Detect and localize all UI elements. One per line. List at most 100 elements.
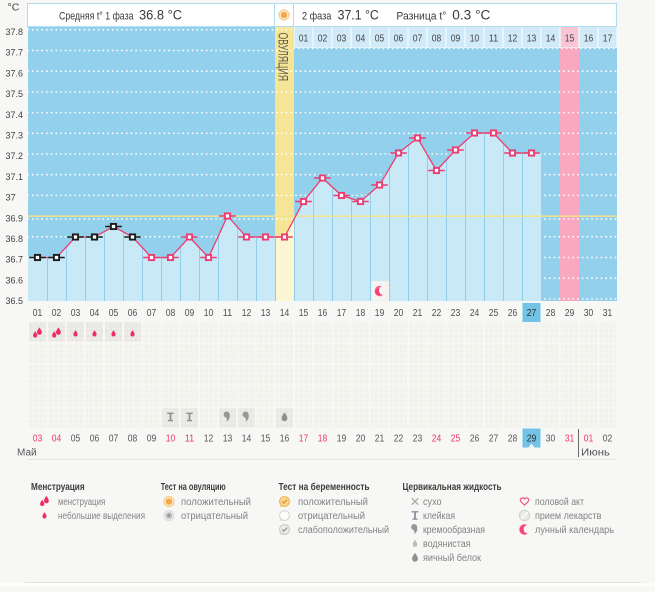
svg-text:07: 07 [413,34,423,45]
svg-text:слабоположительный: слабоположительный [298,524,389,536]
svg-text:13: 13 [223,434,233,445]
svg-text:Тест на овуляцию: Тест на овуляцию [161,482,226,493]
svg-text:сухо: сухо [423,497,442,508]
svg-text:14: 14 [242,434,252,445]
svg-text:20: 20 [394,308,404,319]
svg-text:18: 18 [356,308,366,319]
svg-text:06: 06 [394,34,404,45]
svg-text:12: 12 [204,434,214,445]
svg-text:08: 08 [432,34,442,45]
svg-text:04: 04 [52,434,62,445]
svg-text:03: 03 [71,308,81,319]
svg-text:Средняя t° 1 фаза: Средняя t° 1 фаза [59,11,134,23]
svg-text:02: 02 [52,308,62,319]
svg-text:14: 14 [280,308,290,319]
svg-text:28: 28 [508,434,518,445]
svg-text:яичный белок: яичный белок [423,552,482,564]
svg-text:19: 19 [375,308,385,319]
svg-text:16: 16 [584,34,594,45]
svg-text:Тест на беременность: Тест на беременность [279,481,370,493]
svg-text:02: 02 [318,34,328,45]
svg-text:24: 24 [432,434,442,445]
svg-text:09: 09 [185,308,195,319]
svg-text:10: 10 [204,308,214,319]
svg-text:половой акт: половой акт [535,497,584,508]
svg-text:Цервикальная жидкость: Цервикальная жидкость [403,482,502,493]
svg-text:11: 11 [489,34,499,45]
svg-text:Разница t°: Разница t° [396,11,446,23]
svg-text:09: 09 [147,434,157,445]
svg-text:37.3: 37.3 [6,131,24,142]
svg-text:12: 12 [242,308,252,319]
svg-text:лунный календарь: лунный календарь [535,525,614,536]
svg-text:Менструация: Менструация [31,482,85,493]
svg-text:31: 31 [603,308,613,319]
svg-text:09: 09 [451,34,461,45]
svg-text:отрицательный: отрицательный [181,511,248,522]
svg-text:30: 30 [546,434,556,445]
svg-text:0.3 °C: 0.3 °C [452,8,490,23]
svg-text:26: 26 [470,434,480,445]
svg-text:28: 28 [546,308,556,319]
svg-text:отрицательный: отрицательный [298,511,365,522]
svg-text:23: 23 [451,308,461,319]
svg-text:26: 26 [508,308,518,319]
svg-text:16: 16 [280,434,290,445]
svg-text:14: 14 [546,34,556,45]
svg-text:31: 31 [565,434,575,445]
svg-text:небольшие выделения: небольшие выделения [58,510,145,522]
svg-text:10: 10 [166,434,176,445]
svg-text:21: 21 [375,434,385,445]
svg-text:17: 17 [337,308,347,319]
svg-text:01: 01 [299,34,309,45]
svg-text:37.8: 37.8 [6,27,24,38]
svg-text:положительный: положительный [181,497,251,508]
svg-text:20: 20 [356,434,366,445]
svg-text:27: 27 [527,308,537,319]
svg-text:прием лекарств: прием лекарств [535,511,601,522]
svg-text:02: 02 [603,434,613,445]
svg-text:водянистая: водянистая [423,539,471,550]
svg-text:Май: Май [17,448,37,459]
svg-text:01: 01 [33,308,43,319]
svg-text:07: 07 [147,308,157,319]
svg-text:13: 13 [261,308,271,319]
svg-text:36.8: 36.8 [6,234,24,245]
svg-text:37.7: 37.7 [6,48,24,59]
svg-text:13: 13 [527,34,537,45]
svg-text:22: 22 [432,308,442,319]
svg-text:положительный: положительный [298,497,368,508]
svg-text:37.2: 37.2 [6,151,24,162]
svg-text:24: 24 [470,308,480,319]
svg-text:15: 15 [565,34,575,45]
svg-text:Июнь: Июнь [581,448,610,459]
svg-text:04: 04 [90,308,100,319]
svg-text:11: 11 [223,308,233,319]
svg-text:08: 08 [166,308,176,319]
svg-text:05: 05 [375,34,385,45]
svg-text:11: 11 [185,434,195,445]
svg-text:29: 29 [527,434,537,445]
svg-text:23: 23 [413,434,423,445]
svg-text:2 фаза: 2 фаза [302,11,332,23]
svg-text:25: 25 [451,434,461,445]
svg-text:36.8 °C: 36.8 °C [139,8,182,23]
svg-text:36.9: 36.9 [6,213,24,224]
svg-text:03: 03 [337,34,347,45]
svg-text:07: 07 [109,434,119,445]
svg-text:18: 18 [318,434,328,445]
svg-text:°C: °C [8,2,20,14]
svg-text:37.6: 37.6 [6,68,24,79]
svg-text:22: 22 [394,434,404,445]
svg-text:21: 21 [413,308,423,319]
svg-text:10: 10 [470,34,480,45]
svg-text:03: 03 [33,434,43,445]
svg-text:36.5: 36.5 [6,296,24,307]
svg-text:25: 25 [489,308,499,319]
svg-text:06: 06 [128,308,138,319]
svg-text:12: 12 [508,34,518,45]
svg-text:19: 19 [337,434,347,445]
svg-text:01: 01 [584,434,594,445]
svg-text:27: 27 [489,434,499,445]
svg-text:06: 06 [90,434,100,445]
